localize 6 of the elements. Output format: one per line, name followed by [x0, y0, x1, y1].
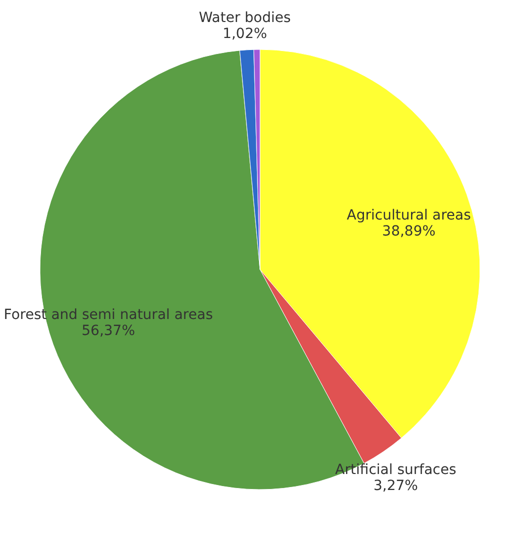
slice-label: Agricultural areas	[346, 207, 471, 224]
data-label: 38,89%	[382, 223, 436, 240]
data-label: 1,02%	[222, 26, 268, 42]
data-label: 56,37%	[82, 323, 136, 340]
slice-label: Water bodies	[198, 10, 291, 26]
data-label: 3,27%	[373, 478, 418, 494]
